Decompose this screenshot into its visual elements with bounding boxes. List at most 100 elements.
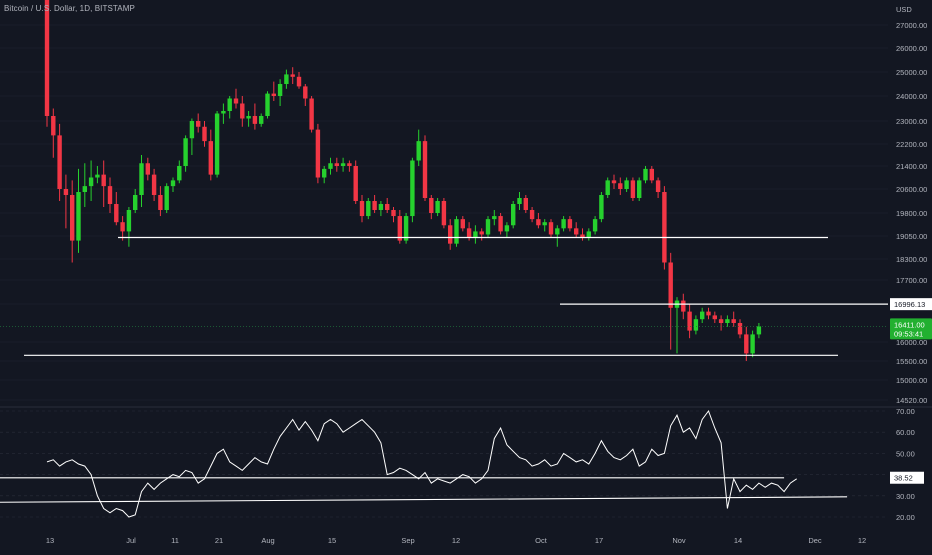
- candle-body: [290, 74, 295, 77]
- candle-body: [271, 93, 276, 96]
- level-price-tag: [890, 298, 932, 311]
- rsi-trend-line: [0, 496, 848, 503]
- candle-body: [523, 198, 528, 210]
- candle-body: [296, 76, 302, 87]
- candle-body: [567, 219, 573, 229]
- candle-body: [145, 163, 150, 175]
- candle-body: [378, 204, 384, 210]
- candle-body: [107, 186, 113, 204]
- candle-body: [580, 234, 585, 238]
- candle-body: [681, 300, 686, 312]
- rsi-axis-tick-label: 50.00: [896, 449, 915, 458]
- rsi-pane[interactable]: [0, 409, 848, 518]
- candle-body: [756, 326, 762, 335]
- candle-body: [479, 231, 484, 235]
- candle-body: [485, 219, 491, 235]
- time-axis-tick-label: Aug: [261, 536, 274, 545]
- countdown-label: 09:53:41: [894, 329, 923, 338]
- rsi-axis-tick-label: 60.00: [896, 428, 915, 437]
- candle-body: [372, 201, 377, 210]
- candle-body: [70, 195, 75, 241]
- candle-body: [44, 0, 50, 116]
- candle-body: [586, 231, 591, 238]
- candle-body: [126, 210, 132, 232]
- candle-body: [511, 204, 516, 226]
- time-axis-tick-label: 11: [171, 536, 179, 545]
- candle-body: [706, 311, 711, 316]
- candle-body: [265, 93, 270, 116]
- candle-body: [448, 225, 453, 244]
- price-axis-tick-label: 24000.00: [896, 92, 927, 101]
- candle-body: [114, 204, 119, 223]
- rsi-value-tag-label: 38.52: [894, 474, 913, 483]
- candle-body: [51, 116, 56, 136]
- candle-body: [139, 163, 144, 195]
- time-axis-tick-label: Dec: [808, 536, 822, 545]
- candle-body: [725, 319, 730, 323]
- time-axis-tick-label: 13: [46, 536, 54, 545]
- candle-body: [548, 222, 554, 235]
- candle-body: [561, 219, 566, 229]
- time-axis-tick-label: 21: [215, 536, 223, 545]
- time-axis-tick-label: 17: [595, 536, 603, 545]
- candle-body: [177, 166, 182, 181]
- price-axis-tick-label: 23000.00: [896, 117, 927, 126]
- axis-layer: USD 27000.00 26000.00 25000.00 24000.00 23000…: [46, 5, 932, 545]
- candle-body: [240, 103, 245, 119]
- candle-body: [492, 216, 497, 220]
- candle-body: [693, 319, 699, 331]
- price-axis-tick-label: 21400.00: [896, 162, 927, 171]
- candle-body: [750, 334, 755, 354]
- candle-body: [340, 163, 346, 166]
- candle-body: [637, 180, 642, 198]
- candle-body: [718, 319, 724, 323]
- candle-body: [687, 311, 692, 331]
- candle-body: [618, 183, 623, 189]
- candle-body: [214, 113, 220, 175]
- candle-body: [668, 262, 673, 308]
- price-axis-tick-label: 14520.00: [896, 396, 927, 405]
- candle-body: [101, 174, 106, 187]
- candle-body: [227, 98, 232, 111]
- price-pane[interactable]: [0, 0, 888, 361]
- candle-body: [221, 111, 226, 114]
- candle-body: [712, 315, 717, 320]
- candle-body: [435, 201, 440, 213]
- candle-body: [315, 129, 321, 178]
- candle-body: [151, 174, 157, 195]
- candle-body: [88, 177, 94, 187]
- candle-body: [422, 141, 428, 198]
- candle-body: [630, 180, 636, 198]
- time-axis-tick-label: 12: [858, 536, 866, 545]
- candle-body: [391, 210, 396, 217]
- candle-body: [473, 231, 478, 238]
- price-axis-tick-label: 16000.00: [896, 338, 927, 347]
- price-axis-tick-label: 26000.00: [896, 44, 927, 53]
- candle-body: [744, 334, 749, 354]
- candle-body: [410, 160, 415, 217]
- price-axis-tick-label: 15500.00: [896, 357, 927, 366]
- candle-body: [322, 168, 327, 178]
- candle-body: [277, 84, 283, 96]
- rsi-axis-tick-label: 70.00: [896, 407, 915, 416]
- time-axis-tick-label: 15: [328, 536, 336, 545]
- current-price-label: 16411.00: [894, 320, 925, 329]
- candle-body: [366, 201, 371, 217]
- time-axis-tick-label: 14: [734, 536, 742, 545]
- candle-body: [334, 163, 339, 166]
- symbol-title: Bitcoin / U.S. Dollar, 1D, BITSTAMP: [4, 4, 135, 13]
- rsi-value-tag: [890, 471, 924, 484]
- candle-body: [353, 166, 358, 201]
- candle-body: [95, 174, 100, 178]
- candle-body: [731, 319, 736, 323]
- price-axis-tick-label: 15000.00: [896, 376, 927, 385]
- price-axis-tick-label: 25000.00: [896, 68, 927, 77]
- candle-body: [397, 216, 402, 241]
- candle-body: [385, 204, 390, 210]
- candle-body: [133, 195, 138, 210]
- candle-body: [303, 86, 308, 99]
- candle-body: [611, 180, 617, 184]
- candle-body: [403, 216, 409, 241]
